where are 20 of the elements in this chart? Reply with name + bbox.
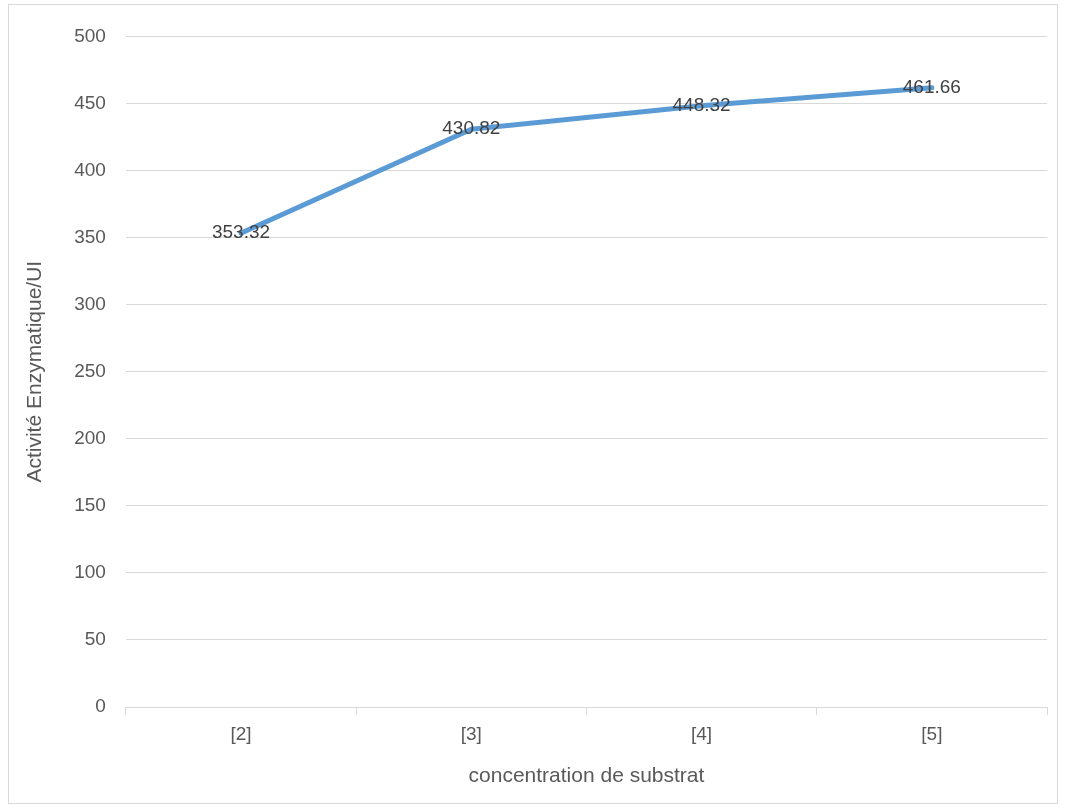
y-tick-label: 150 (74, 494, 106, 516)
x-tick-label: [3] (460, 722, 482, 744)
data-label: 461.66 (902, 76, 961, 98)
y-tick-label: 50 (84, 628, 106, 650)
y-tick-label: 350 (74, 225, 106, 247)
y-tick-label: 450 (74, 91, 106, 113)
y-tick-label: 300 (74, 292, 106, 314)
x-tick-label: [2] (230, 722, 252, 744)
y-tick-label: 250 (74, 359, 106, 381)
x-tick-label: [4] (691, 722, 713, 744)
data-label: 353.32 (211, 221, 271, 243)
x-axis-title: concentration de substrat (468, 763, 705, 787)
y-tick-label: 400 (74, 158, 106, 180)
x-tick-label: [5] (921, 722, 943, 744)
y-tick-label: 500 (74, 24, 106, 46)
data-label: 448.32 (672, 93, 731, 115)
y-axis-title: Activité Enzymatique/UI (22, 260, 46, 483)
y-tick-label: 200 (74, 426, 106, 448)
y-tick-label: 100 (74, 561, 106, 583)
y-tick-label: 0 (95, 695, 106, 717)
